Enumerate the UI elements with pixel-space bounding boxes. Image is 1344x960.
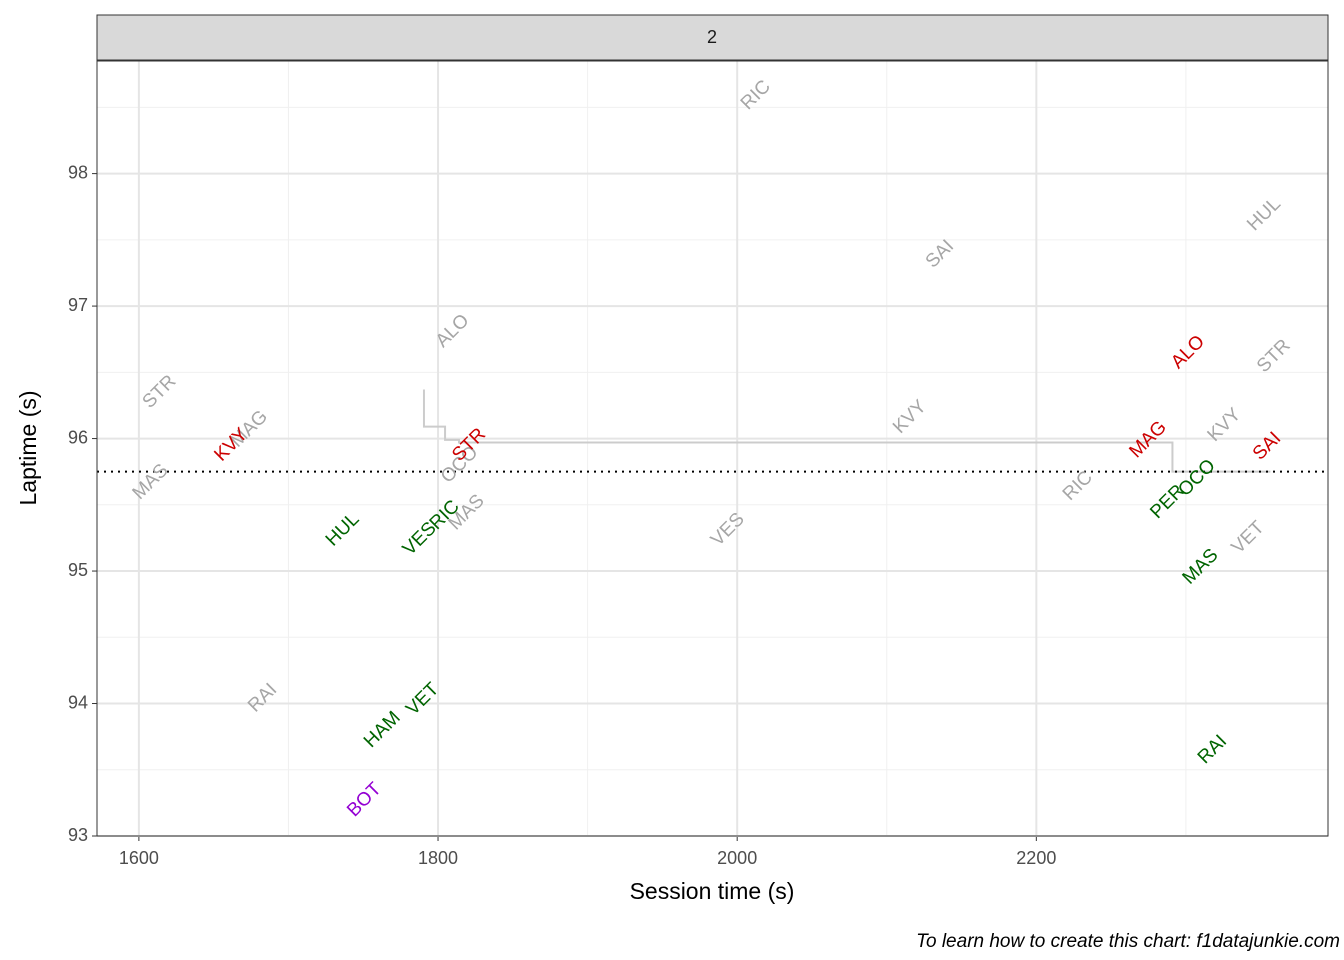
x-tick-label: 2000: [717, 848, 757, 868]
y-tick-label: 94: [68, 692, 88, 712]
point-label: HAM: [360, 707, 405, 752]
point-label: BOT: [343, 778, 386, 821]
point-label: MAS: [1179, 545, 1223, 589]
point-label: RAI: [1194, 731, 1231, 768]
caption: To learn how to create this chart: f1dat…: [916, 931, 1340, 952]
point-label: HUL: [322, 509, 364, 551]
point-label: OCO: [1174, 455, 1219, 500]
point-label: VET: [1228, 517, 1269, 558]
point-label: MAS: [129, 460, 173, 504]
y-axis-title: Laptime (s): [15, 390, 41, 505]
point-label: HUL: [1243, 193, 1285, 235]
step-line: [422, 389, 1271, 473]
y-tick-label: 93: [68, 825, 88, 845]
point-label: RAI: [244, 679, 281, 716]
panel-border: [96, 60, 1329, 837]
x-axis-title: Session time (s): [630, 878, 795, 904]
point-label: SAI: [922, 236, 959, 273]
x-tick-label: 1800: [418, 848, 458, 868]
x-tick-label: 1600: [119, 848, 159, 868]
point-label: STR: [1253, 335, 1295, 377]
y-tick-label: 95: [68, 560, 88, 580]
facet-label: 2: [707, 27, 717, 47]
point-label: VES: [707, 509, 749, 551]
y-tick-label: 98: [68, 162, 88, 182]
point-label: KVY: [889, 396, 931, 438]
y-tick-label: 96: [68, 427, 88, 447]
y-tick-label: 97: [68, 295, 88, 315]
point-label: RIC: [737, 76, 775, 114]
point-label: ALO: [1167, 331, 1209, 373]
point-label: SAI: [1249, 428, 1286, 465]
facet-strip: [96, 14, 1329, 61]
point-label: STR: [139, 371, 181, 413]
x-tick-label: 2200: [1016, 848, 1056, 868]
